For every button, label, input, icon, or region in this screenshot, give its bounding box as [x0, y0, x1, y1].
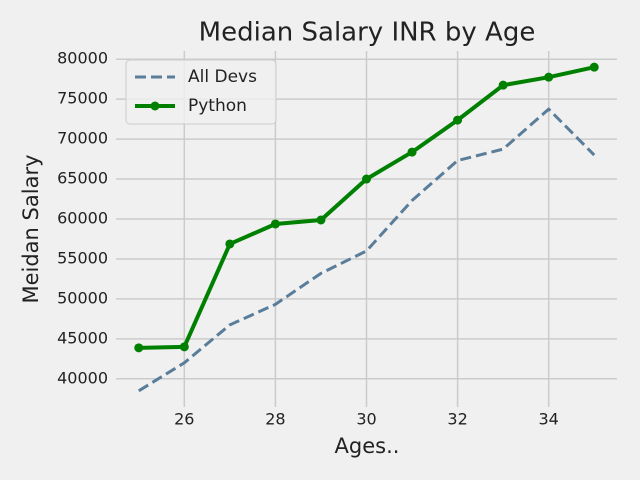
- chart-title: Median Salary INR by Age: [199, 18, 536, 48]
- y-tick-label: 75000: [57, 89, 108, 108]
- legend-label: All Devs: [188, 67, 257, 87]
- marker: [407, 147, 417, 157]
- y-tick-label: 45000: [57, 328, 108, 347]
- marker: [134, 343, 144, 353]
- marker: [544, 72, 554, 82]
- legend-marker: [150, 101, 160, 111]
- marker: [453, 115, 463, 125]
- x-tick-label: 26: [174, 410, 194, 429]
- y-tick-label: 80000: [57, 49, 108, 68]
- y-tick-label: 40000: [57, 368, 108, 387]
- y-tick-label: 70000: [57, 129, 108, 148]
- y-tick-label: 60000: [57, 208, 108, 227]
- marker: [362, 174, 371, 184]
- y-tick-label: 55000: [57, 248, 108, 267]
- y-tick-label: 50000: [57, 288, 108, 307]
- x-tick-label: 28: [265, 410, 285, 429]
- y-tick-label: 65000: [57, 169, 108, 188]
- y-axis-label: Meidan Salary: [19, 154, 43, 303]
- x-tick-label: 30: [356, 410, 376, 429]
- legend-label: Python: [188, 96, 247, 116]
- marker: [179, 342, 189, 352]
- marker: [498, 80, 508, 90]
- line: [137, 107, 596, 393]
- x-tick-label: 34: [539, 410, 559, 429]
- marker: [225, 239, 235, 249]
- x-axis-label: Ages..: [335, 434, 400, 458]
- x-tick-label: 32: [447, 410, 467, 429]
- marker: [589, 62, 599, 72]
- marker: [270, 219, 280, 229]
- marker: [316, 215, 326, 225]
